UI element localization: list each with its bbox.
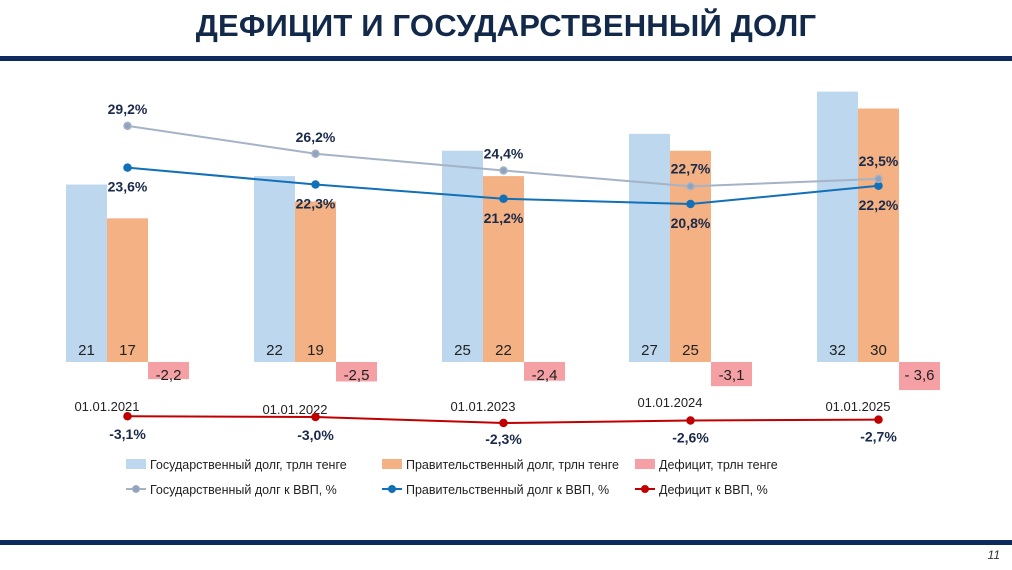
legend-swatch-marker [388, 485, 396, 493]
category-label: 01.01.2022 [262, 402, 327, 417]
gov-debt-gdp-label: 22,2% [859, 197, 899, 213]
gov-debt-bar [295, 201, 336, 362]
deficit-bar-label: -3,1 [719, 367, 745, 384]
slide-title: ДЕФИЦИТ И ГОСУДАРСТВЕННЫЙ ДОЛГ [195, 8, 817, 43]
state-debt-gdp-point [686, 182, 695, 191]
page-number: 11 [987, 548, 1000, 562]
gov-debt-bar-label: 19 [307, 342, 324, 359]
deficit-gdp-label: -2,3% [485, 431, 522, 447]
legend-swatch [126, 459, 146, 469]
gov-debt-bar-label: 17 [119, 342, 136, 359]
gov-debt-bar-label: 22 [495, 342, 512, 359]
deficit-bar-label: - 3,6 [904, 367, 934, 384]
state-debt-gdp-label: 29,2% [108, 101, 148, 117]
gov-debt-gdp-label: 23,6% [108, 179, 148, 195]
legend-label: Дефицит, трлн тенге [659, 458, 778, 472]
gov-debt-gdp-label: 22,3% [296, 196, 336, 212]
state-debt-bar-label: 32 [829, 342, 846, 359]
gov-debt-gdp-point [499, 194, 508, 204]
state-debt-gdp-point [874, 174, 883, 184]
category-label: 01.01.2021 [74, 399, 139, 414]
gov-debt-gdp-point [123, 163, 132, 172]
gov-debt-bar [107, 218, 148, 362]
deficit-gdp-point [123, 411, 132, 421]
legend-label: Правительственный долг к ВВП, % [406, 483, 609, 497]
deficit-bar [524, 362, 565, 381]
deficit-gdp-point [874, 415, 883, 424]
deficit-bar [899, 362, 940, 391]
state-debt-gdp-label: 23,5% [859, 153, 899, 169]
gov-debt-bar [858, 108, 899, 362]
legend-swatch [635, 459, 655, 469]
category-label: 01.01.2025 [825, 399, 890, 414]
state-debt-bar [442, 150, 483, 362]
deficit-gdp-point [686, 416, 695, 425]
deficit-bar [336, 362, 377, 382]
category-label: 01.01.2023 [450, 399, 515, 414]
deficit-gdp-point [499, 418, 508, 428]
deficit-bar-label: -2,5 [344, 367, 370, 384]
deficit-gdp-label: -3,0% [297, 427, 334, 443]
legend-swatch-marker [641, 485, 649, 493]
gov-debt-bar [483, 176, 524, 362]
gov-debt-bar-label: 25 [682, 342, 699, 359]
deficit-debt-chart: 21 17 -2,2 01.01.2021 22 19 -2,5 01.01.2022 25 22… [66, 91, 940, 497]
state-debt-gdp-point [311, 149, 320, 159]
state-debt-gdp-point [123, 121, 132, 131]
state-debt-bar-label: 21 [78, 342, 95, 359]
state-debt-gdp-point [499, 166, 508, 175]
state-debt-gdp-label: 22,7% [671, 160, 711, 176]
gov-debt-gdp-label: 21,2% [484, 210, 524, 226]
state-debt-gdp-label: 24,4% [484, 146, 524, 162]
state-debt-bar [817, 91, 858, 362]
footer-rule [0, 540, 1012, 545]
title-rule [0, 56, 1012, 61]
deficit-bar-label: -2,2 [156, 367, 182, 384]
gov-debt-gdp-point [686, 199, 695, 209]
deficit-gdp-point [311, 412, 320, 422]
state-debt-bar-label: 27 [641, 342, 658, 359]
state-debt-bar-label: 22 [266, 342, 283, 359]
legend-label: Государственный долг, трлн тенге [150, 458, 347, 472]
deficit-bar [148, 362, 189, 380]
gov-debt-gdp-label: 20,8% [671, 215, 711, 231]
category-label: 01.01.2024 [637, 395, 702, 410]
gov-debt-gdp-point [311, 180, 320, 189]
legend-label: Правительственный долг, трлн тенге [406, 458, 619, 472]
deficit-gdp-label: -3,1% [109, 426, 146, 442]
deficit-gdp-label: -2,7% [860, 429, 897, 445]
legend-swatch-marker [132, 485, 140, 493]
gov-debt-gdp-point [874, 181, 883, 191]
legend-label: Государственный долг к ВВП, % [150, 483, 337, 497]
legend-swatch [382, 459, 402, 469]
state-debt-bar [629, 133, 670, 362]
state-debt-bar [66, 184, 107, 362]
gov-debt-bar-label: 30 [870, 342, 887, 359]
legend-label: Дефицит к ВВП, % [659, 483, 768, 497]
state-debt-gdp-label: 26,2% [296, 129, 336, 145]
deficit-bar [711, 362, 752, 387]
state-debt-bar-label: 25 [454, 342, 471, 359]
deficit-bar-label: -2,4 [532, 367, 558, 384]
state-debt-bar [254, 176, 295, 362]
deficit-gdp-label: -2,6% [672, 429, 709, 445]
